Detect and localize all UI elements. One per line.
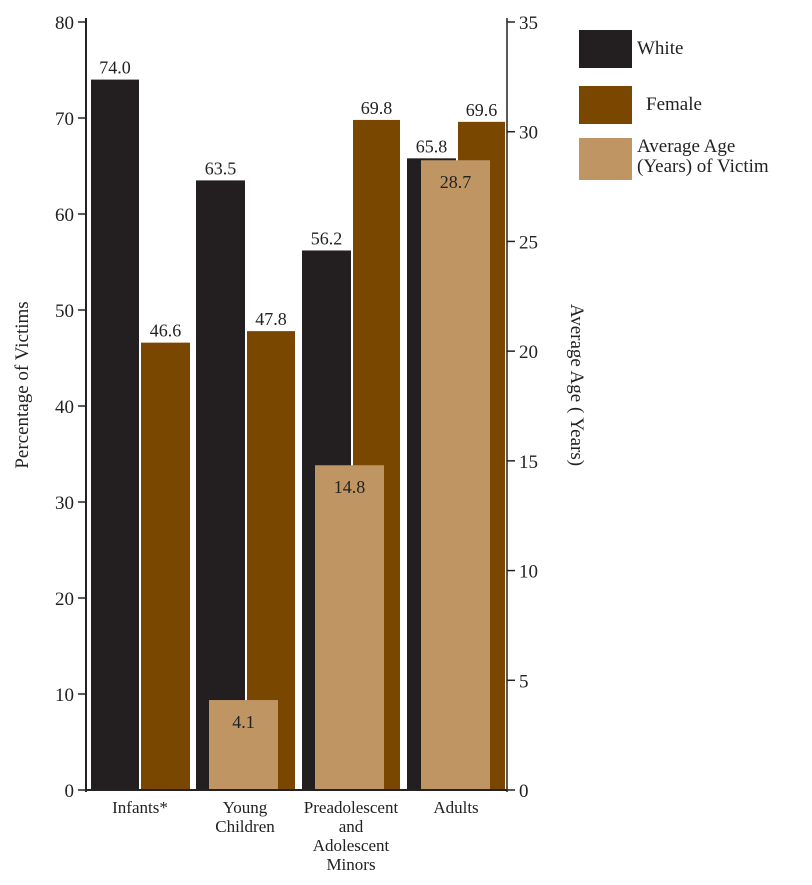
x-tick-label: Preadolescent and Adolescent Minors [304, 798, 399, 874]
x-tick-label-line: and [339, 817, 364, 836]
bar-value-label: 74.0 [99, 58, 131, 78]
bar-average-age [421, 160, 490, 791]
y-tick-label: 50 [55, 301, 74, 322]
x-tick-label: Infants* [112, 798, 168, 817]
bar-value-label: 69.8 [361, 98, 393, 118]
bar-white [196, 180, 245, 790]
y2-tick-label: 10 [519, 562, 538, 583]
x-tick-label-line: Minors [326, 855, 375, 874]
y2-tick-label: 5 [519, 671, 529, 692]
legend-label: Average Age (Years) of Victim [637, 136, 769, 177]
y2-tick-label: 30 [519, 123, 538, 144]
x-tick-label-line: Preadolescent [304, 798, 399, 817]
y2-tick-label: 0 [519, 781, 529, 802]
bar-value-label: 28.7 [440, 172, 472, 192]
legend-label-line: (Years) of Victim [637, 156, 769, 177]
y2-tick-label: 35 [519, 13, 538, 34]
y2-tick-label: 25 [519, 232, 538, 253]
bar-value-label: 46.6 [150, 321, 182, 341]
bar-average-age [315, 465, 384, 790]
y2-tick-label: 20 [519, 342, 538, 363]
bar-value-label: 4.1 [232, 712, 255, 732]
bar-value-label: 63.5 [205, 158, 237, 178]
x-tick-label-line: Adolescent [313, 836, 390, 855]
bar-value-label: 56.2 [311, 228, 343, 248]
bar-value-label: 47.8 [255, 309, 287, 329]
x-tick-label-line: Infants* [112, 798, 168, 817]
legend-swatch [579, 86, 632, 124]
x-tick-label-line: Adults [433, 798, 478, 817]
x-tick-label-line: Young [223, 798, 268, 817]
x-tick-label-line: Children [215, 817, 275, 836]
x-tick-label: Adults [433, 798, 478, 817]
bar-value-label: 14.8 [334, 477, 366, 497]
bar-female [141, 342, 190, 790]
y-tick-label: 60 [55, 205, 74, 226]
y-tick-label: 0 [65, 781, 75, 802]
y-tick-label: 20 [55, 589, 74, 610]
y-tick-label: 80 [55, 13, 74, 34]
bar-value-label: 69.6 [466, 100, 498, 120]
y-tick-label: 10 [55, 685, 74, 706]
legend-label-line: Average Age [637, 136, 735, 157]
y-tick-label: 70 [55, 109, 74, 130]
y-axis-title: Percentage of Victims [12, 301, 33, 468]
x-tick-label: Young Children [215, 798, 275, 836]
y-tick-label: 30 [55, 493, 74, 514]
legend-label-line: Female [646, 94, 702, 115]
legend: White Female Average Age (Years) of Victim [579, 30, 769, 180]
bars-group [91, 79, 505, 791]
legend-label: White [637, 38, 683, 59]
y-tick-label: 40 [55, 397, 74, 418]
bar-white [91, 79, 139, 791]
legend-swatch [579, 138, 632, 180]
y2-axis-title: Average Age ( Years) [566, 304, 587, 466]
axes-group: 0 10 20 30 40 50 60 70 80 0 5 10 15 20 25 30 35 Infants* Y… [55, 13, 538, 874]
bar-value-label: 65.8 [416, 136, 448, 156]
y2-tick-label: 15 [519, 452, 538, 473]
legend-label: Female [646, 94, 702, 115]
bar-average-age [209, 700, 278, 790]
legend-label-line: White [637, 38, 683, 59]
labels-group: 74.0 63.5 56.2 65.8 46.6 47.8 69.8 69.6 4.1 14.8 2… [99, 58, 497, 732]
legend-swatch [579, 30, 632, 68]
